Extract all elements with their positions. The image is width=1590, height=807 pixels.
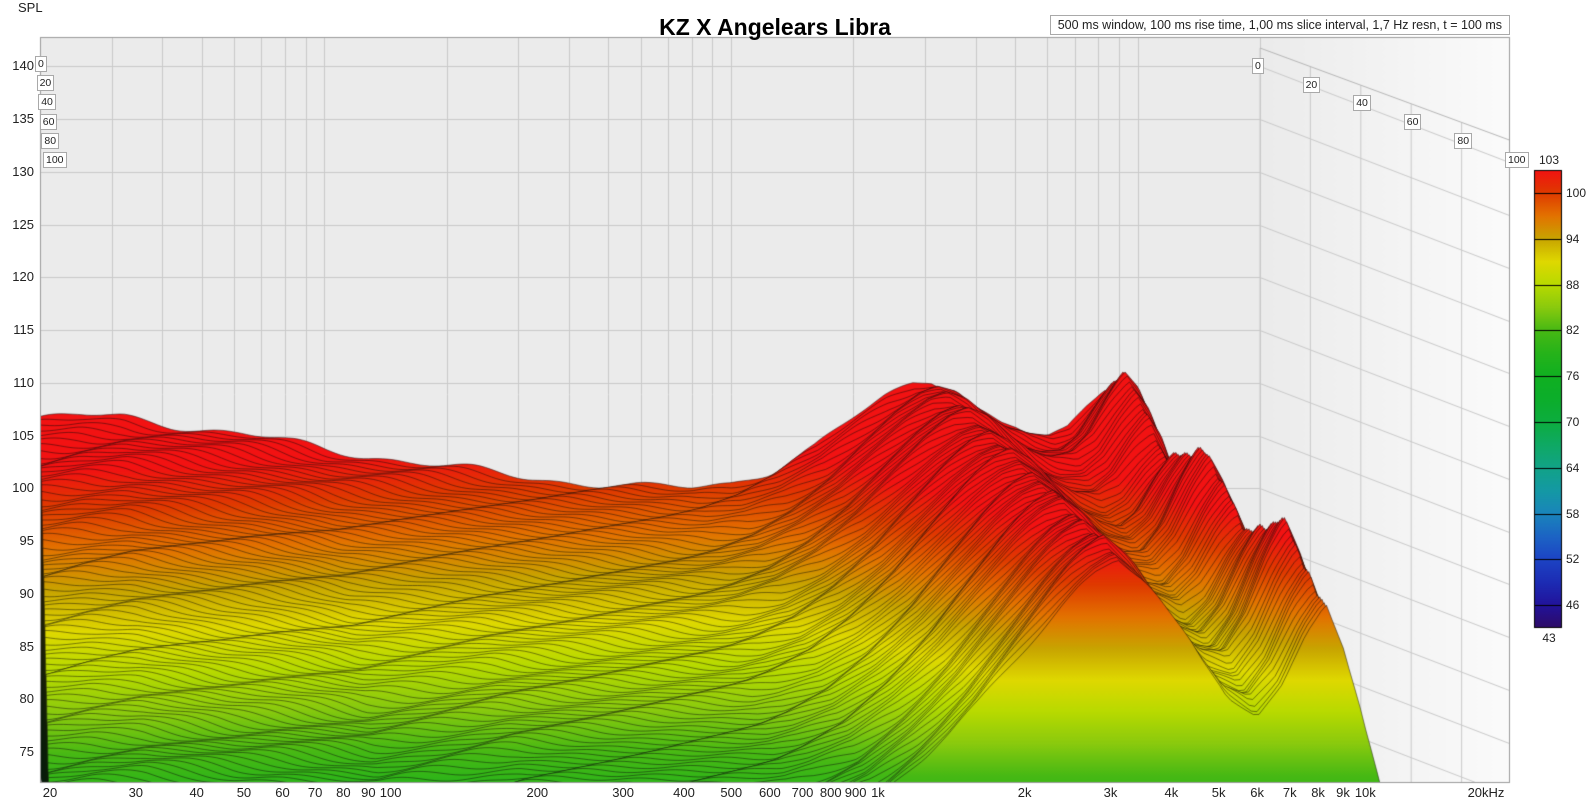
colorbar-max-label: 103: [1538, 153, 1560, 167]
freq-tick-800: 800: [819, 785, 842, 800]
freq-tick-20: 20: [42, 785, 58, 800]
freq-tick-200: 200: [526, 785, 549, 800]
colorbar-tick-88: 88: [1566, 277, 1580, 292]
time-tick-right-100: 100: [1505, 151, 1529, 168]
time-tick-left-60: 60: [39, 113, 58, 130]
spl-tick-100: 100: [12, 480, 34, 496]
spl-tick-130: 130: [12, 163, 34, 179]
colorbar-tick-100: 100: [1566, 185, 1587, 200]
time-tick-right-80: 80: [1454, 132, 1473, 149]
spl-tick-115: 115: [13, 322, 34, 337]
freq-tick-100: 100: [379, 785, 402, 800]
freq-tick-50: 50: [236, 785, 252, 800]
colorbar-tick-70: 70: [1566, 414, 1580, 429]
spl-tick-110: 110: [13, 374, 34, 390]
freq-tick-90: 90: [361, 785, 376, 800]
colorbar-min-label: 43: [1542, 631, 1556, 645]
freq-tick-40: 40: [189, 785, 204, 800]
freq-tick-3k: 3k: [1103, 785, 1118, 800]
spl-tick-125: 125: [12, 216, 34, 232]
spl-tick-135: 135: [12, 111, 34, 126]
spl-tick-80: 80: [19, 691, 34, 707]
spl-tick-140: 140: [12, 58, 34, 74]
chart-title: KZ X Angelears Libra: [659, 14, 891, 40]
spl-tick-105: 105: [12, 427, 34, 443]
freq-tick-900: 900: [844, 785, 867, 800]
freq-tick-300: 300: [612, 785, 634, 800]
freq-tick-700: 700: [791, 785, 814, 800]
freq-tick-500: 500: [720, 785, 743, 800]
time-tick-right-20: 20: [1302, 76, 1321, 93]
colorbar-tick-64: 64: [1566, 460, 1580, 475]
spl-tick-90: 90: [19, 585, 34, 601]
colorbar-tick-76: 76: [1566, 369, 1580, 384]
freq-tick-30: 30: [128, 785, 144, 800]
time-tick-right-0: 0: [1252, 58, 1264, 74]
time-tick-left-0: 0: [35, 56, 47, 72]
spl-tick-95: 95: [19, 533, 34, 548]
spl-tick-85: 85: [19, 638, 34, 654]
time-tick-left-100: 100: [43, 152, 67, 168]
measurement-info-box: 500 ms window, 100 ms rise time, 1,00 ms…: [1049, 15, 1510, 35]
freq-tick-20kHz: 20kHz: [1467, 785, 1505, 800]
time-tick-left-80: 80: [41, 132, 60, 149]
freq-tick-400: 400: [673, 785, 695, 800]
freq-tick-600: 600: [758, 785, 781, 800]
freq-tick-10k: 10k: [1354, 785, 1376, 800]
freq-tick-6k: 6k: [1250, 785, 1265, 800]
spl-tick-75: 75: [19, 744, 34, 759]
time-tick-left-40: 40: [38, 94, 56, 111]
colorbar-tick-94: 94: [1566, 231, 1580, 246]
freq-tick-80: 80: [336, 785, 351, 800]
spl-tick-120: 120: [12, 269, 34, 285]
freq-tick-8k: 8k: [1311, 785, 1325, 800]
freq-tick-70: 70: [307, 785, 323, 800]
spl-axis-label: SPL: [18, 0, 43, 15]
time-tick-right-60: 60: [1403, 114, 1422, 131]
colorbar-tick-52: 52: [1566, 552, 1580, 567]
freq-tick-9k: 9k: [1336, 785, 1350, 800]
freq-tick-4k: 4k: [1164, 785, 1179, 800]
colorbar-tick-82: 82: [1566, 323, 1580, 338]
freq-tick-5k: 5k: [1211, 785, 1226, 800]
colorbar-tick-58: 58: [1566, 506, 1580, 521]
colorbar-tick-46: 46: [1566, 598, 1580, 613]
freq-tick-60: 60: [275, 785, 290, 800]
freq-tick-7k: 7k: [1282, 785, 1297, 800]
freq-tick-2k: 2k: [1017, 785, 1032, 800]
time-tick-right-40: 40: [1353, 95, 1371, 112]
time-tick-left-20: 20: [36, 75, 55, 92]
freq-tick-1k: 1k: [871, 785, 885, 800]
